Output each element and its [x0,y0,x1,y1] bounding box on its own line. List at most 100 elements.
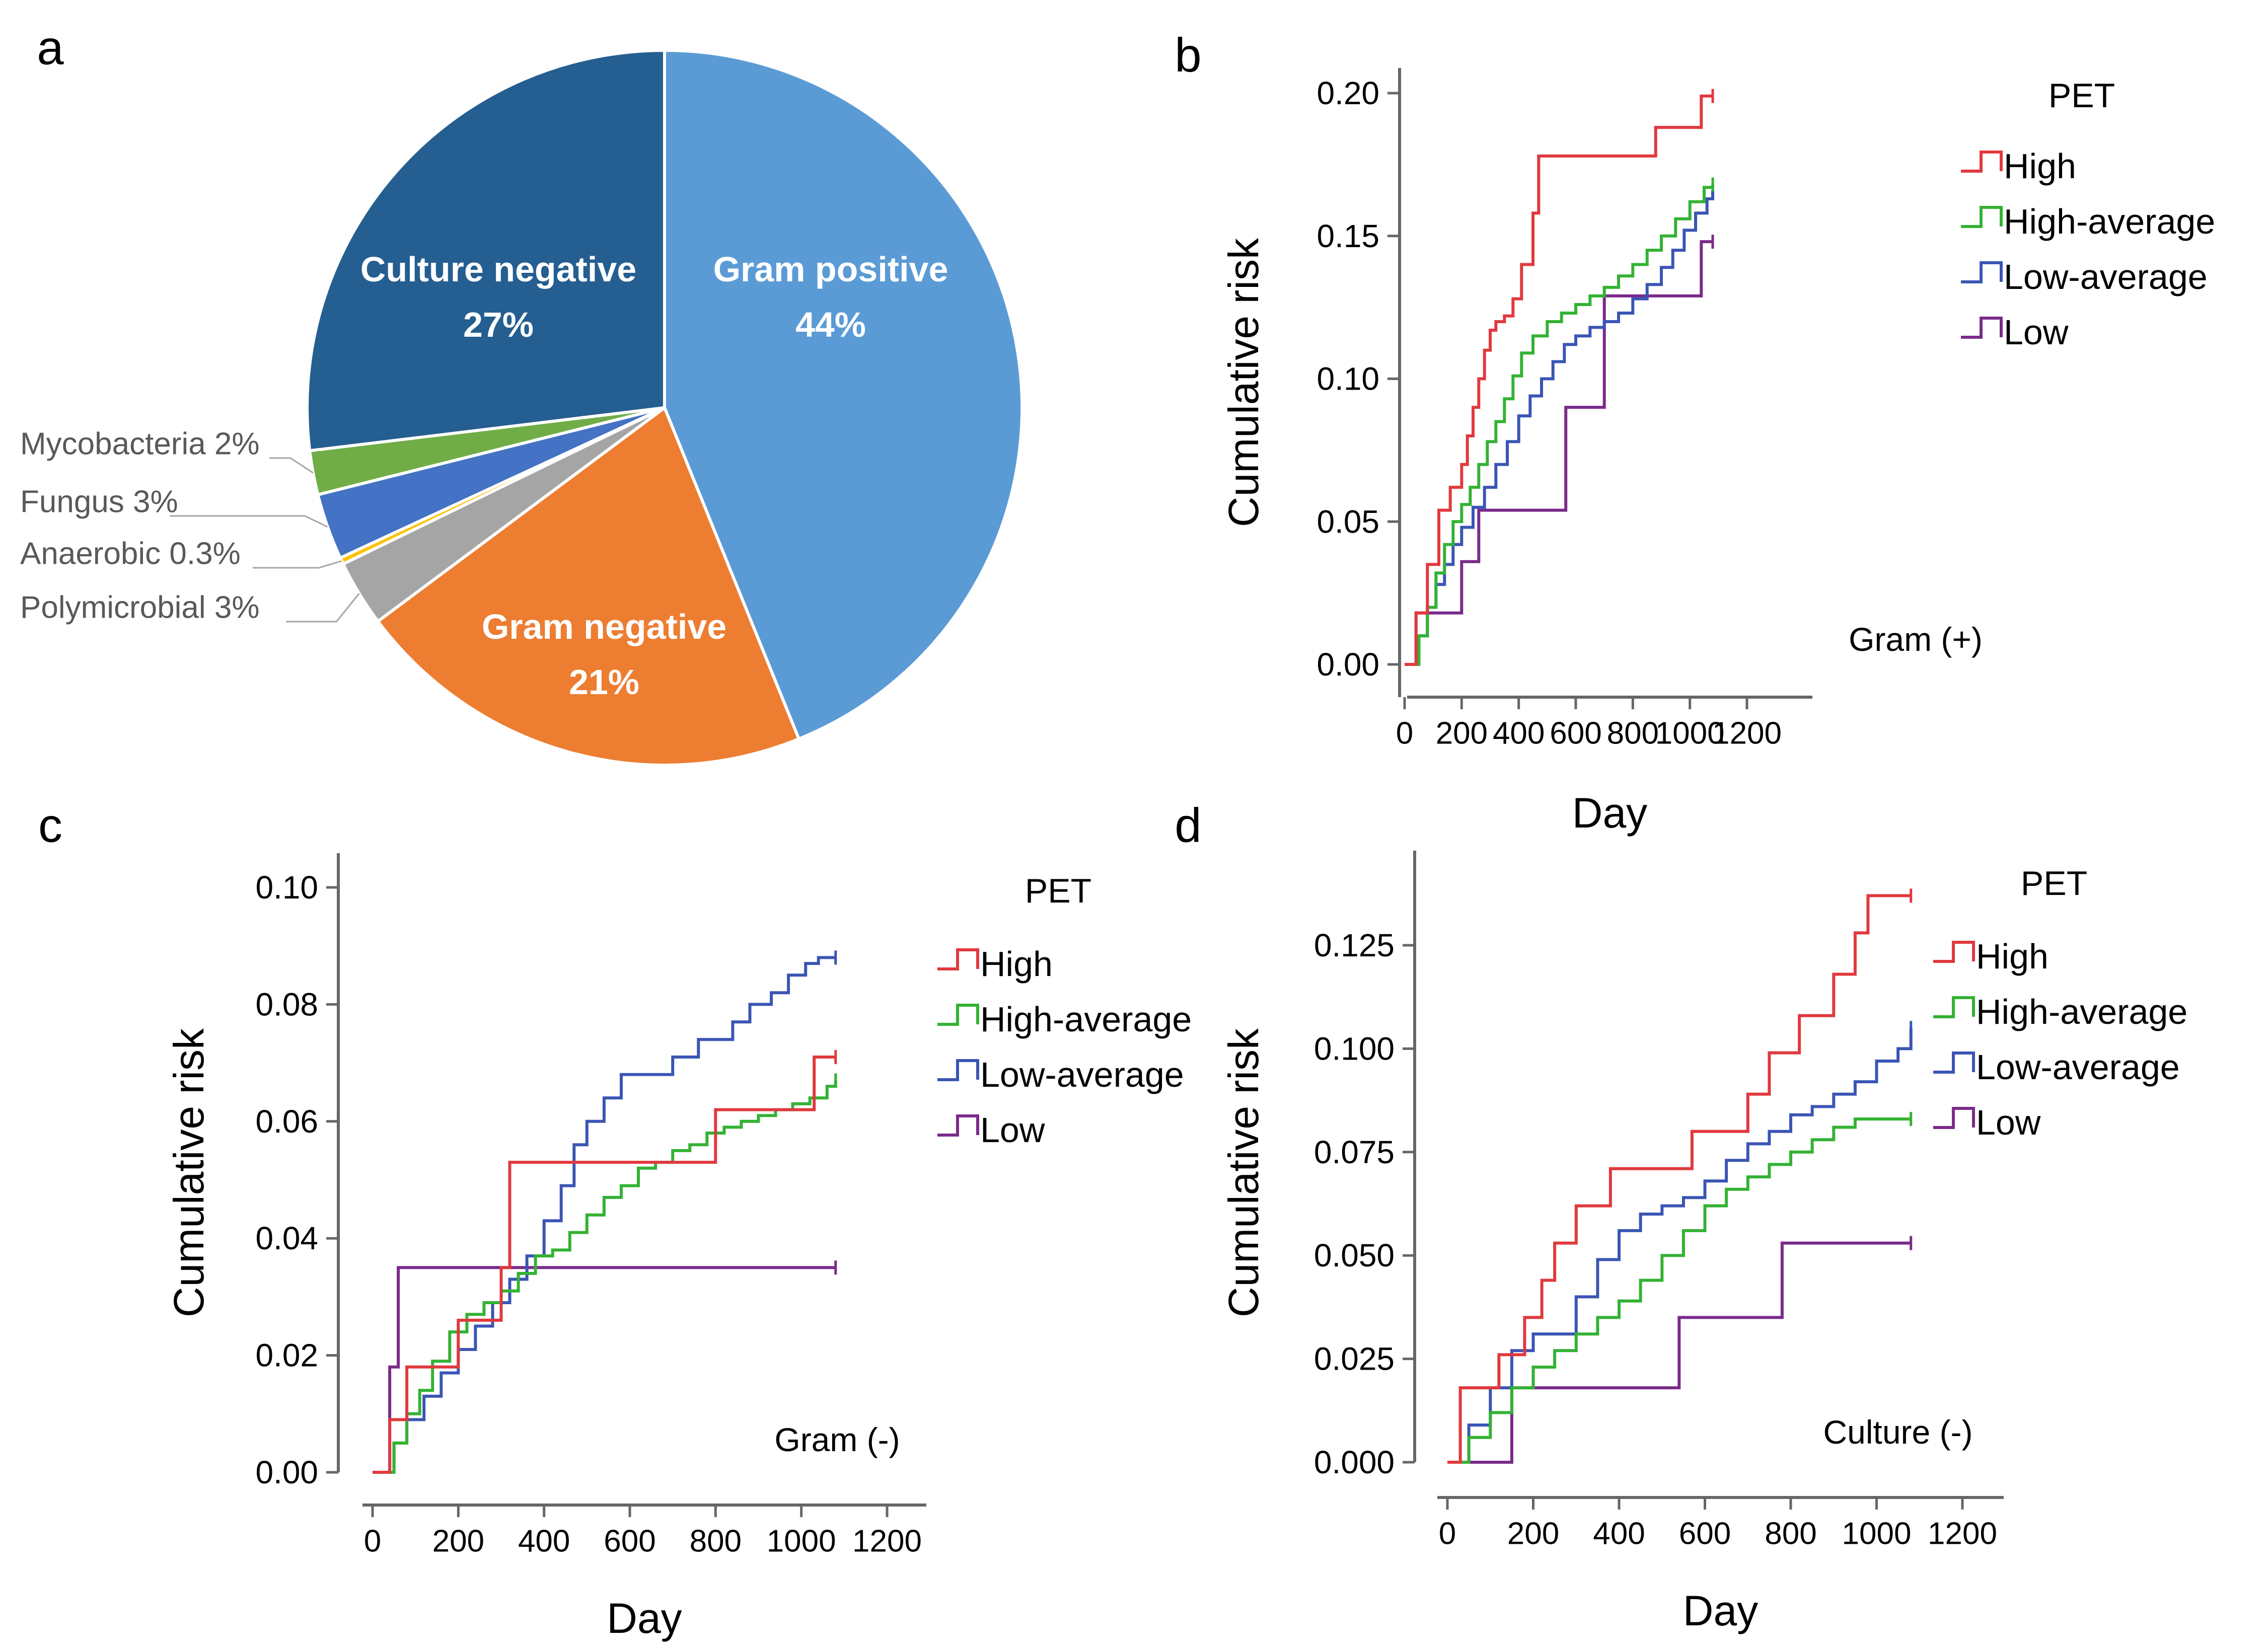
x-tick-label: 1200 [1712,716,1782,751]
panel-b-risk-chart: 0.00 0.05 0.10 0.15 0.20 0 200 400 600 8001000120… [1220,68,2215,837]
x-tick-label: 400 [1593,1517,1645,1551]
legend-swatch-low-average [1933,1052,1975,1074]
legend-label-low-average: Low-average [1976,1047,2180,1087]
y-axis-title: Cumulative risk [1220,1028,1267,1317]
series-line-high [373,1056,836,1474]
y-tick-label: 0.00 [1317,646,1379,683]
y-tick-label: 0.125 [1314,927,1395,963]
series-line-high [1447,894,1911,1464]
x-tick-label: 400 [518,1524,570,1559]
legend-swatch-high-average [1961,206,2003,228]
series-line-low-average [1447,1028,1913,1464]
x-tick-label: 0 [364,1524,381,1559]
y-tick-label: 0.10 [255,869,318,906]
y-axis-title: Cumulative risk [165,1028,212,1317]
x-tick-label: 1000 [1655,716,1725,751]
legend-swatch-low-average [1961,261,2003,283]
pie-label-gram-positive: Gram positive [713,250,948,289]
legend-label-high: High [1976,937,2049,976]
series-line-low [373,1266,836,1474]
y-axis-title: Cumulative risk [1220,238,1267,527]
x-axis-title: Day [1683,1587,1758,1634]
legend-label-high-average: High-average [980,1000,1192,1039]
legend-title: PET [2049,77,2115,115]
series-line-low [1405,240,1713,666]
x-axis-title: Day [1572,789,1647,837]
panel-label-b: b [1175,29,1201,83]
y-tick-label: 0.02 [255,1337,318,1374]
y-tick-label: 0.025 [1314,1341,1395,1377]
legend-swatch-low [1961,317,2003,339]
legend-swatch-high [1961,151,2003,173]
series-line-high [1405,94,1713,666]
legend-swatch-low [1933,1107,1975,1129]
panel-label-a: a [37,21,64,75]
pie-outside-label-mycobacteria: Mycobacteria 2% [20,427,260,462]
y-tick-label: 0.08 [255,986,318,1022]
x-tick-label: 800 [1765,1517,1816,1551]
y-tick-label: 0.20 [1317,75,1379,111]
legend-swatch-low [937,1114,979,1137]
x-tick-label: 600 [1679,1517,1731,1551]
y-tick-label: 0.15 [1317,218,1379,254]
pie-slice-culture-negative [306,48,666,453]
leader-line-mycobacteria [269,457,314,474]
legend-label-high: High [980,944,1053,984]
pie-pct-culture-negative: 27% [463,305,534,344]
pie-outside-label-fungus: Fungus 3% [20,485,178,519]
x-tick-label: 0 [1439,1517,1456,1551]
panel-a-pie-chart: Gram positive 44% Gram negative 21% Polymicr… [20,48,1024,767]
series-line-high-average [1405,184,1714,666]
x-tick-label: 0 [1396,716,1413,751]
pie-pct-gram-positive: 44% [795,305,866,344]
legend-label-low-average: Low-average [980,1055,1184,1094]
y-tick-label: 0.06 [255,1103,318,1140]
pie-outside-label-polymicrobial: Polymicrobial 3% [20,590,260,625]
legend-label-low-average: Low-average [2004,257,2208,296]
x-tick-label: 600 [604,1524,655,1559]
legend-swatch-high-average [1933,996,1975,1018]
leader-line-polymicrobial [286,593,360,623]
x-axis-title: Day [607,1595,682,1642]
leader-line-fungus [170,515,328,528]
legend-label-low: Low [980,1110,1045,1150]
panel-d-risk-chart: 0.000 0.025 0.050 0.075 0.100 0.125 0 200 400 600… [1220,851,2187,1634]
x-tick-label: 1000 [1842,1517,1912,1551]
pie-label-culture-negative: Culture negative [360,250,636,289]
legend-label-high-average: High-average [1976,992,2187,1031]
x-tick-label: 1000 [767,1524,836,1559]
x-tick-label: 200 [1436,716,1488,751]
y-tick-label: 0.000 [1314,1444,1395,1480]
y-tick-label: 0.00 [255,1454,318,1490]
legend-label-low: Low [2004,313,2069,352]
legend-label-low: Low [1976,1103,2041,1142]
pie-slice-gram-positive [663,48,1024,741]
series-line-low-average [373,956,836,1474]
subgroup-annotation: Culture (-) [1823,1413,1972,1451]
legend-label-high: High [2004,146,2076,186]
pie-label-gram-negative: Gram negative [482,607,726,646]
panel-label-d: d [1175,799,1201,853]
legend-swatch-low-average [937,1059,979,1081]
subgroup-annotation: Gram (+) [1849,621,1983,658]
x-tick-label: 800 [690,1524,742,1559]
leader-line-anaerobic [253,560,342,569]
x-tick-label: 800 [1607,716,1659,751]
series-line-low [1447,1241,1911,1464]
x-tick-label: 200 [432,1524,484,1559]
legend-swatch-high-average [937,1004,979,1026]
series-line-high-average [1447,1117,1911,1464]
panel-label-c: c [38,799,62,853]
legend-label-high-average: High-average [2004,202,2215,241]
x-tick-label: 600 [1550,716,1601,751]
legend-title: PET [2021,864,2087,903]
x-tick-label: 1200 [852,1524,922,1559]
y-tick-label: 0.075 [1314,1134,1395,1170]
y-tick-label: 0.10 [1317,361,1379,397]
legend-title: PET [1025,872,1091,910]
x-tick-label: 1200 [1928,1517,1997,1551]
x-tick-label: 200 [1507,1517,1559,1551]
legend-swatch-high [1933,941,1975,963]
pie-pct-gram-negative: 21% [569,662,639,702]
